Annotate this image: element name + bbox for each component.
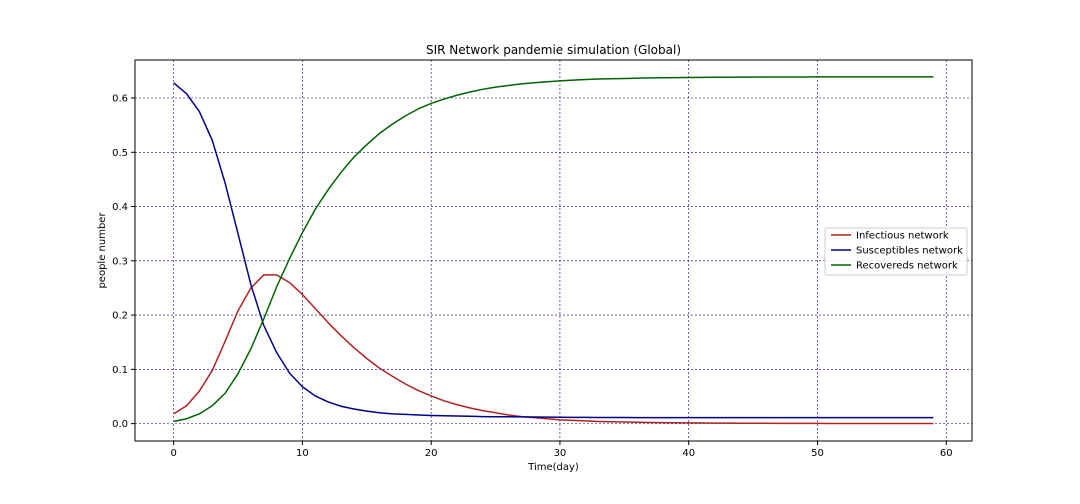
plot-area-frame	[134, 59, 973, 442]
legend-label-susceptibles-network: Susceptibles network	[856, 246, 963, 257]
x-tick-label: 20	[425, 448, 438, 459]
x-tick-label: 10	[296, 448, 309, 459]
y-tick-label: 0.0	[112, 419, 128, 430]
x-tick-label: 60	[940, 448, 953, 459]
x-axis-label: Time(day)	[527, 462, 579, 473]
series-line-susceptibles-network	[173, 82, 934, 419]
x-tick-label: 0	[170, 448, 176, 459]
x-tick-label: 40	[682, 448, 695, 459]
legend-box	[824, 227, 968, 276]
x-tick-label: 30	[554, 448, 567, 459]
legend-label-recovereds-network: Recovereds network	[856, 261, 958, 272]
y-axis-label: people number	[97, 212, 108, 289]
chart-title: SIR Network pandemie simulation (Global)	[426, 43, 681, 57]
series-line-recovereds-network	[173, 76, 934, 423]
series-lines	[173, 76, 934, 425]
y-tick-label: 0.1	[112, 365, 128, 376]
series-line-infectious-network	[173, 274, 934, 425]
y-tick-label: 0.5	[112, 148, 128, 159]
y-tick-label: 0.2	[112, 311, 128, 322]
legend: Infectious network Susceptibles network Re…	[824, 227, 968, 276]
x-tick-label: 50	[811, 448, 824, 459]
y-tick-label: 0.3	[112, 256, 128, 267]
legend-label-infectious-network: Infectious network	[856, 231, 949, 242]
axis-ticks: 0 10 20 30 40 50 60 0.0 0.1 0.2 0.3 0.4 0.5 0.6	[112, 93, 953, 459]
y-tick-label: 0.6	[112, 93, 128, 104]
y-tick-label: 0.4	[112, 202, 128, 213]
